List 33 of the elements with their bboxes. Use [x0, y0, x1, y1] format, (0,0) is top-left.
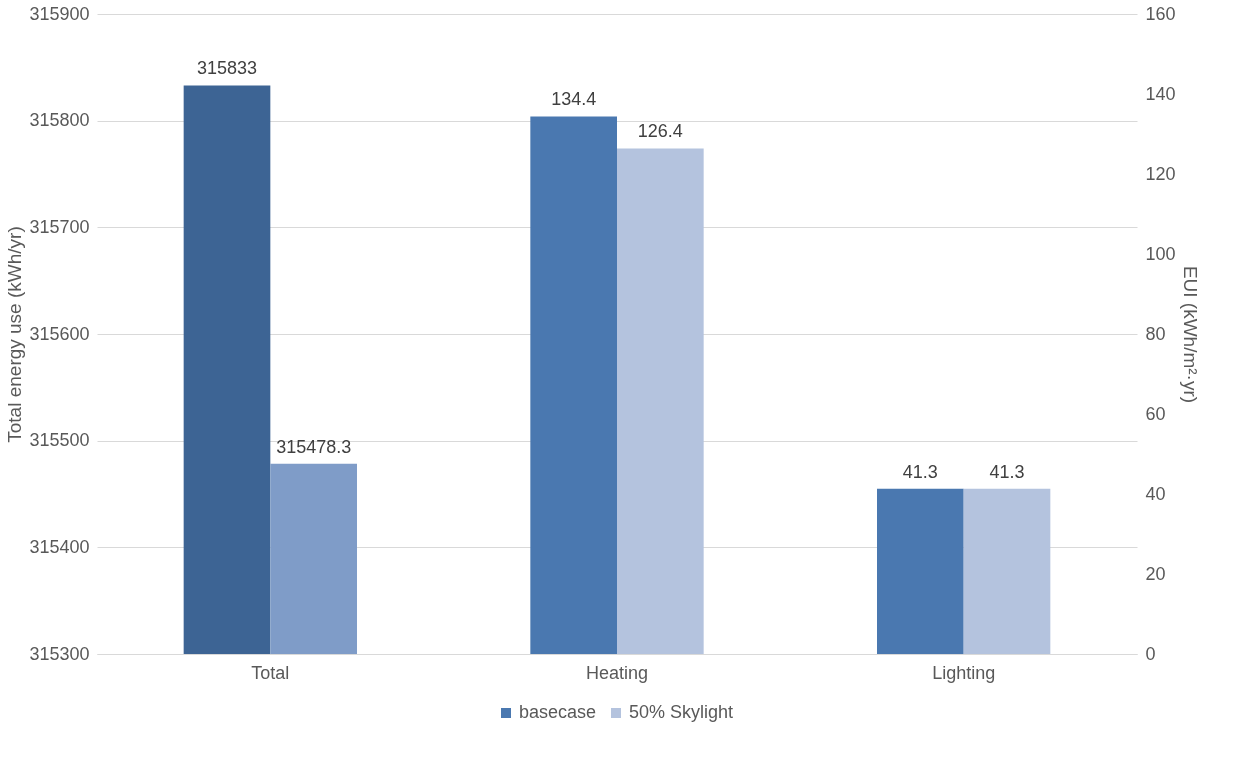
y-tick-label: 315600 [29, 323, 90, 344]
x-tick-label: Heating [585, 662, 649, 683]
data-label: 41.3 [902, 461, 938, 482]
y-tick-label: 315900 [29, 3, 90, 24]
y-tick-label: 315300 [29, 643, 90, 664]
y2-tick-label: 160 [1145, 3, 1176, 24]
y-tick-label: 315800 [29, 110, 90, 131]
bar [877, 488, 964, 654]
x-tick-label: Total [251, 662, 290, 683]
y-tick-label: 315400 [29, 536, 90, 557]
legend-label: basecase [519, 702, 597, 722]
y2-axis-title: EUI (kWh/m²·yr) [1179, 265, 1201, 404]
bar [530, 116, 617, 654]
data-label: 315478.3 [276, 436, 352, 457]
bar [617, 148, 704, 654]
y-axis-title: Total energy use (kWh/yr) [4, 226, 26, 443]
y2-tick-label: 40 [1145, 483, 1166, 504]
y-tick-label: 315500 [29, 430, 90, 451]
data-label: 134.4 [551, 89, 597, 110]
y2-tick-label: 20 [1145, 563, 1166, 584]
data-label: 126.4 [637, 121, 683, 142]
y2-tick-label: 120 [1145, 163, 1176, 184]
legend-label: 50% Skylight [629, 702, 734, 722]
y2-tick-label: 140 [1145, 83, 1176, 104]
data-label: 41.3 [989, 461, 1025, 482]
y2-tick-label: 80 [1145, 323, 1166, 344]
data-label: 315833 [196, 58, 258, 79]
y-tick-label: 315700 [29, 216, 90, 237]
y2-tick-label: 0 [1145, 643, 1156, 664]
y2-tick-label: 60 [1145, 403, 1166, 424]
y2-tick-label: 100 [1145, 243, 1176, 264]
x-tick-label: Lighting [932, 662, 996, 683]
bar [963, 488, 1051, 654]
